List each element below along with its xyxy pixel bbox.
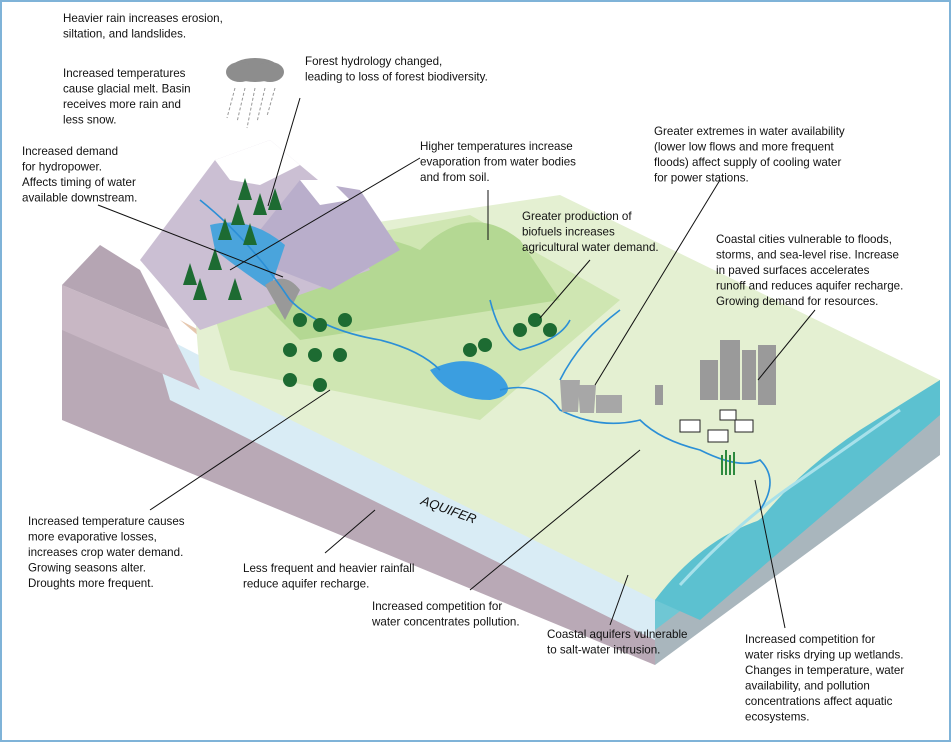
- annotation-line: Greater production of: [522, 210, 632, 223]
- annotation-line: agricultural water demand.: [522, 241, 659, 254]
- annotation-line: less snow.: [63, 114, 117, 127]
- annotation-line: Growing seasons alter.: [28, 562, 146, 575]
- annotation-line: for hydropower.: [22, 161, 102, 174]
- annotation-line: leading to loss of forest biodiversity.: [305, 71, 488, 84]
- annotation-line: available downstream.: [22, 192, 137, 205]
- annotation-line: ecosystems.: [745, 711, 809, 724]
- annotation-line: Forest hydrology changed,: [305, 55, 442, 68]
- annotation-line: Affects timing of water: [22, 176, 136, 189]
- annotation-line: increases crop water demand.: [28, 546, 183, 559]
- annotation-line: reduce aquifer recharge.: [243, 578, 369, 591]
- annotation-line: Growing demand for resources.: [716, 295, 878, 308]
- annotation-line: cause glacial melt. Basin: [63, 83, 191, 96]
- annotation-line: Changes in temperature, water: [745, 664, 904, 677]
- annotation-line: siltation, and landslides.: [63, 28, 186, 41]
- annotation-line: Droughts more frequent.: [28, 577, 154, 590]
- annotation-line: more evaporative losses,: [28, 531, 157, 544]
- annotation-line: Less frequent and heavier rainfall: [243, 562, 414, 575]
- annotation-line: Higher temperatures increase: [420, 140, 573, 153]
- annotation-line: biofuels increases: [522, 226, 615, 239]
- annotation-line: receives more rain and: [63, 98, 181, 111]
- annotation-line: water risks drying up wetlands.: [744, 649, 904, 662]
- annotation-line: storms, and sea-level rise. Increase: [716, 249, 899, 262]
- annotation-line: for power stations.: [654, 172, 749, 185]
- annotation-line: concentrations affect aquatic: [745, 695, 893, 708]
- annotation-line: floods) affect supply of cooling water: [654, 156, 841, 169]
- annotation-line: (lower low flows and more frequent: [654, 141, 835, 154]
- diagram: AQUIFER Heavier rain increases erosion,s…: [0, 0, 951, 742]
- annotation-line: water concentrates pollution.: [371, 616, 520, 629]
- annotation-line: evaporation from water bodies: [420, 156, 576, 169]
- annotation-line: Increased competition for: [745, 633, 875, 646]
- annotation-line: Increased temperatures: [63, 67, 186, 80]
- annotation-line: Coastal cities vulnerable to floods,: [716, 233, 892, 246]
- annotation-line: Increased demand: [22, 145, 118, 158]
- annotation-line: Coastal aquifers vulnerable: [547, 628, 688, 641]
- annotation-line: Greater extremes in water availability: [654, 125, 845, 138]
- annotation-line: Heavier rain increases erosion,: [63, 12, 223, 25]
- annotation-line: availability, and pollution: [745, 680, 870, 693]
- annotation-line: and from soil.: [420, 171, 490, 184]
- annotation-line: Increased competition for: [372, 600, 502, 613]
- annotation-line: to salt-water intrusion.: [547, 644, 660, 657]
- annotation-line: runoff and reduces aquifer recharge.: [716, 280, 903, 293]
- annotation-line: Increased temperature causes: [28, 515, 185, 528]
- annotation-line: in paved surfaces accelerates: [716, 264, 870, 277]
